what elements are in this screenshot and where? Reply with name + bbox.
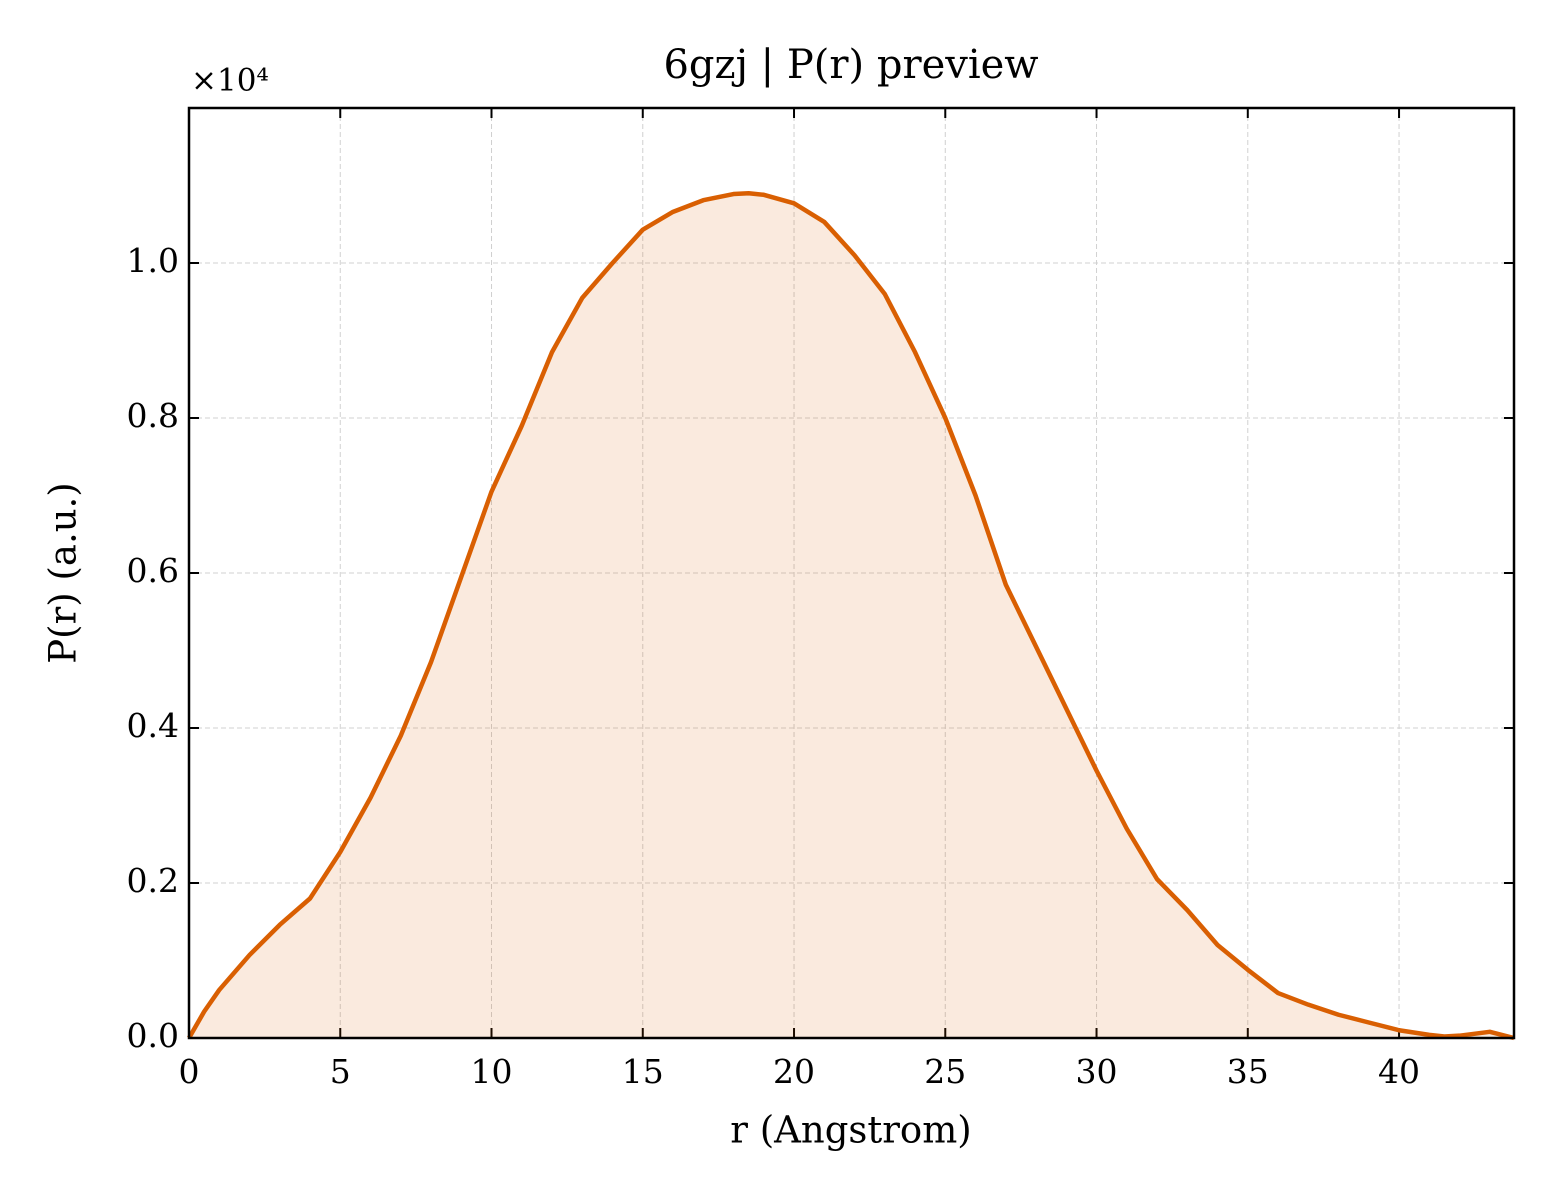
y-tick-label: 0.6	[127, 551, 179, 590]
y-tick-label: 0.2	[127, 861, 179, 900]
y-tick-label: 0.0	[127, 1016, 179, 1055]
y-axis-label: P(r) (a.u.)	[42, 482, 85, 664]
line	[187, 191, 1515, 1041]
x-tick-label: 15	[622, 1052, 664, 1091]
x-tick-label: 5	[330, 1052, 351, 1091]
x-tick-label: 25	[924, 1052, 966, 1091]
x-axis-label: r (Angstrom)	[730, 1109, 971, 1152]
chart-title: 6gzj | P(r) preview	[663, 42, 1038, 88]
x-tick-label: 35	[1227, 1052, 1269, 1091]
y-offset-label: ×10⁴	[191, 63, 269, 99]
y-tick-label: 1.0	[127, 241, 179, 280]
x-tick-label: 20	[773, 1052, 815, 1091]
y-tick-label: 0.4	[127, 706, 179, 745]
x-tick-label: 0	[179, 1052, 200, 1091]
x-tick-label: 40	[1378, 1052, 1420, 1091]
y-tick-label: 0.8	[127, 396, 179, 435]
x-tick-label: 10	[471, 1052, 513, 1091]
plot-frame	[187, 106, 1516, 1040]
x-tick-label: 30	[1076, 1052, 1118, 1091]
area-fill	[189, 193, 1514, 1038]
